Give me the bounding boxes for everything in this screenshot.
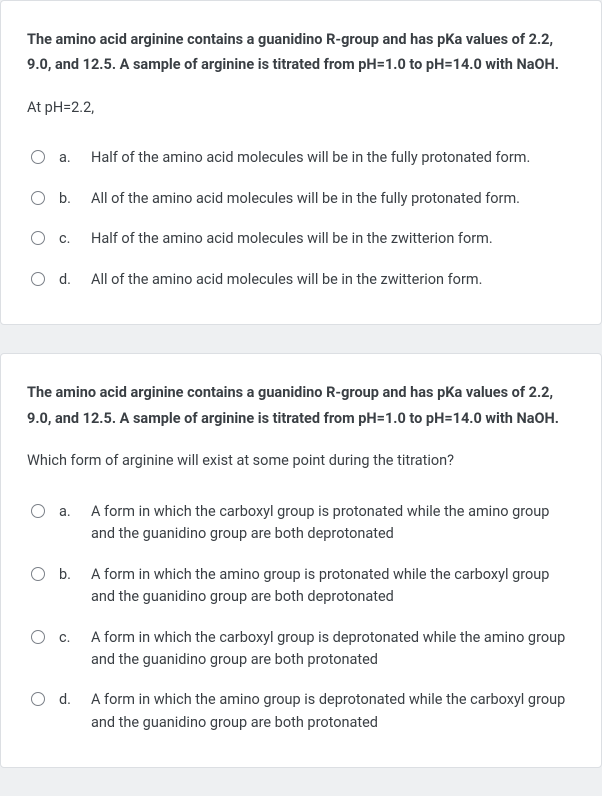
- option-letter: d.: [59, 269, 77, 291]
- option-list: a. Half of the amino acid molecules will…: [27, 138, 575, 300]
- option-letter: b.: [59, 564, 77, 586]
- option-letter: c.: [59, 228, 77, 250]
- option-row[interactable]: c. Half of the amino acid molecules will…: [27, 219, 575, 259]
- option-letter: a.: [59, 147, 77, 169]
- radio-icon[interactable]: [31, 191, 45, 205]
- option-row[interactable]: d. A form in which the amino group is de…: [27, 680, 575, 743]
- option-text: All of the amino acid molecules will be …: [91, 188, 575, 210]
- option-text: A form in which the carboxyl group is pr…: [91, 501, 575, 546]
- option-row[interactable]: b. A form in which the amino group is pr…: [27, 555, 575, 618]
- option-row[interactable]: a. Half of the amino acid molecules will…: [27, 138, 575, 178]
- option-row[interactable]: a. A form in which the carboxyl group is…: [27, 492, 575, 555]
- question-stem: The amino acid arginine contains a guani…: [27, 380, 575, 431]
- question-card-1: The amino acid arginine contains a guani…: [0, 0, 602, 325]
- option-letter: b.: [59, 188, 77, 210]
- option-row[interactable]: c. A form in which the carboxyl group is…: [27, 618, 575, 681]
- question-card-2: The amino acid arginine contains a guani…: [0, 353, 602, 768]
- option-row[interactable]: b. All of the amino acid molecules will …: [27, 179, 575, 219]
- question-stem: The amino acid arginine contains a guani…: [27, 27, 575, 78]
- option-text: Half of the amino acid molecules will be…: [91, 228, 575, 250]
- radio-icon[interactable]: [31, 630, 45, 644]
- option-text: A form in which the carboxyl group is de…: [91, 627, 575, 672]
- option-letter: d.: [59, 689, 77, 711]
- option-text: A form in which the amino group is depro…: [91, 689, 575, 734]
- radio-icon[interactable]: [31, 567, 45, 581]
- option-letter: c.: [59, 627, 77, 649]
- radio-icon[interactable]: [31, 272, 45, 286]
- radio-icon[interactable]: [31, 150, 45, 164]
- option-text: A form in which the amino group is proto…: [91, 564, 575, 609]
- radio-icon[interactable]: [31, 504, 45, 518]
- option-list: a. A form in which the carboxyl group is…: [27, 492, 575, 744]
- option-letter: a.: [59, 501, 77, 523]
- radio-icon[interactable]: [31, 231, 45, 245]
- question-subtext: Which form of arginine will exist at som…: [27, 449, 575, 474]
- option-text: All of the amino acid molecules will be …: [91, 269, 575, 291]
- stem-bold-text: The amino acid arginine contains a guani…: [27, 31, 559, 73]
- radio-icon[interactable]: [31, 692, 45, 706]
- question-subtext: At pH=2.2,: [27, 96, 575, 121]
- option-row[interactable]: d. All of the amino acid molecules will …: [27, 260, 575, 300]
- option-text: Half of the amino acid molecules will be…: [91, 147, 575, 169]
- stem-bold-text: The amino acid arginine contains a guani…: [27, 384, 559, 426]
